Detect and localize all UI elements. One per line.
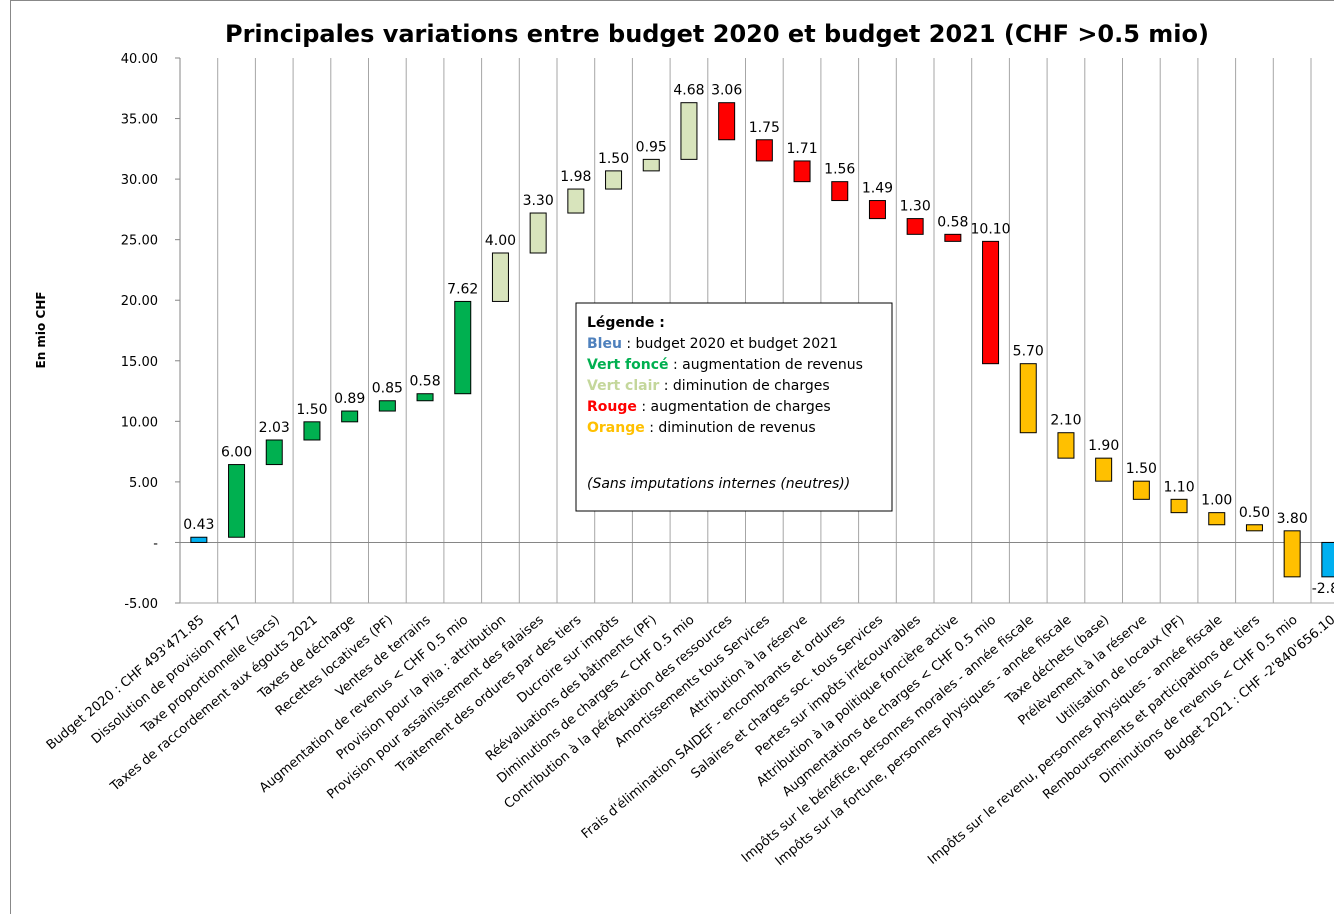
bar [718,102,736,141]
value-label: 6.00 [221,445,252,461]
legend-entry: Rouge : augmentation de charges [587,399,831,415]
value-label: 1.00 [1201,493,1232,509]
bar [529,212,547,254]
bar [1170,498,1188,514]
value-label: 3.80 [1277,511,1308,527]
value-label: 3.06 [711,83,742,99]
legend-key: Rouge [587,399,637,415]
legend-entry: Orange : diminution de revenus [587,420,816,436]
bar [944,233,962,242]
value-label: 0.85 [372,381,403,397]
value-label: 1.90 [1088,438,1119,454]
legend-title: Légende : [587,315,665,331]
bar [868,200,886,220]
bar [605,170,623,190]
y-tick-label: 10.00 [121,415,158,430]
bar [491,252,509,302]
value-label: 1.71 [786,141,817,157]
value-label: -2.84 [1312,581,1334,597]
y-tick-label: - [153,536,158,551]
legend-key: Vert clair [587,378,659,394]
value-label: 5.70 [1013,344,1044,360]
legend-entry: Vert clair : diminution de charges [587,378,830,394]
bar [1321,541,1334,578]
y-tick-label: -5.00 [124,597,158,612]
bar [228,464,246,538]
value-label: 1.50 [1126,461,1157,477]
value-label: 3.30 [523,193,554,209]
legend-key: Bleu [587,336,622,352]
value-label: 1.75 [749,120,780,136]
value-label: 2.10 [1050,413,1081,429]
value-label: 1.30 [900,199,931,215]
y-tick-label: 20.00 [121,294,158,309]
y-tick-label: 30.00 [121,173,158,188]
bar [755,139,773,162]
bar [303,421,321,441]
value-label: 0.58 [937,214,968,230]
bar [1019,363,1037,434]
legend-note: (Sans imputations internes (neutres)) [587,476,850,492]
legend-text: : diminution de revenus [645,420,816,436]
legend-entry: Vert foncé : augmentation de revenus [587,357,863,373]
chart-title: Principales variations entre budget 2020… [225,20,1209,48]
value-label: 1.56 [824,162,855,178]
y-tick-label: 15.00 [121,355,158,370]
bar [1245,524,1263,532]
bar [1057,432,1075,459]
bar [906,218,924,235]
legend-key: Orange [587,420,645,436]
bar [454,300,472,395]
bar [1095,457,1113,482]
bar [1208,512,1226,526]
bar [642,158,660,172]
bar [982,240,1000,365]
bar [793,160,811,183]
value-label: 0.89 [334,391,365,407]
value-label: 0.58 [409,374,440,390]
chart-frame [10,0,1334,914]
x-tick-label: Dissolution de provision PF17 [89,613,245,748]
bar [1132,480,1150,500]
legend-key: Vert foncé [587,357,669,373]
legend-text: : augmentation de revenus [669,357,863,373]
bar [190,536,208,543]
value-label: 1.10 [1163,479,1194,495]
value-label: 2.03 [259,420,290,436]
legend-entry: Bleu : budget 2020 et budget 2021 [587,336,838,352]
bar [265,439,283,466]
y-tick-label: 35.00 [121,113,158,128]
value-label: 1.98 [560,169,591,185]
value-label: 10.10 [971,221,1011,237]
bar [680,102,698,160]
bar [416,393,434,402]
value-label: 0.95 [636,139,667,155]
bar [341,410,359,423]
legend-text: : augmentation de charges [637,399,831,415]
y-tick-label: 40.00 [121,52,158,67]
legend-text: : diminution de charges [659,378,829,394]
y-tick-label: 25.00 [121,234,158,249]
value-label: 0.50 [1239,505,1270,521]
y-tick-label: 5.00 [129,476,158,491]
legend-text: : budget 2020 et budget 2021 [622,336,838,352]
bar [378,400,396,412]
legend-box [575,302,893,512]
value-label: 0.43 [183,517,214,533]
bar [831,181,849,202]
value-label: 1.50 [598,151,629,167]
value-label: 1.50 [296,402,327,418]
value-label: 7.62 [447,281,478,297]
value-label: 4.00 [485,233,516,249]
value-label: 1.49 [862,181,893,197]
y-axis-label: En mio CHF [34,291,48,368]
bar [567,188,585,214]
bar [1283,530,1301,578]
value-label: 4.68 [673,83,704,99]
